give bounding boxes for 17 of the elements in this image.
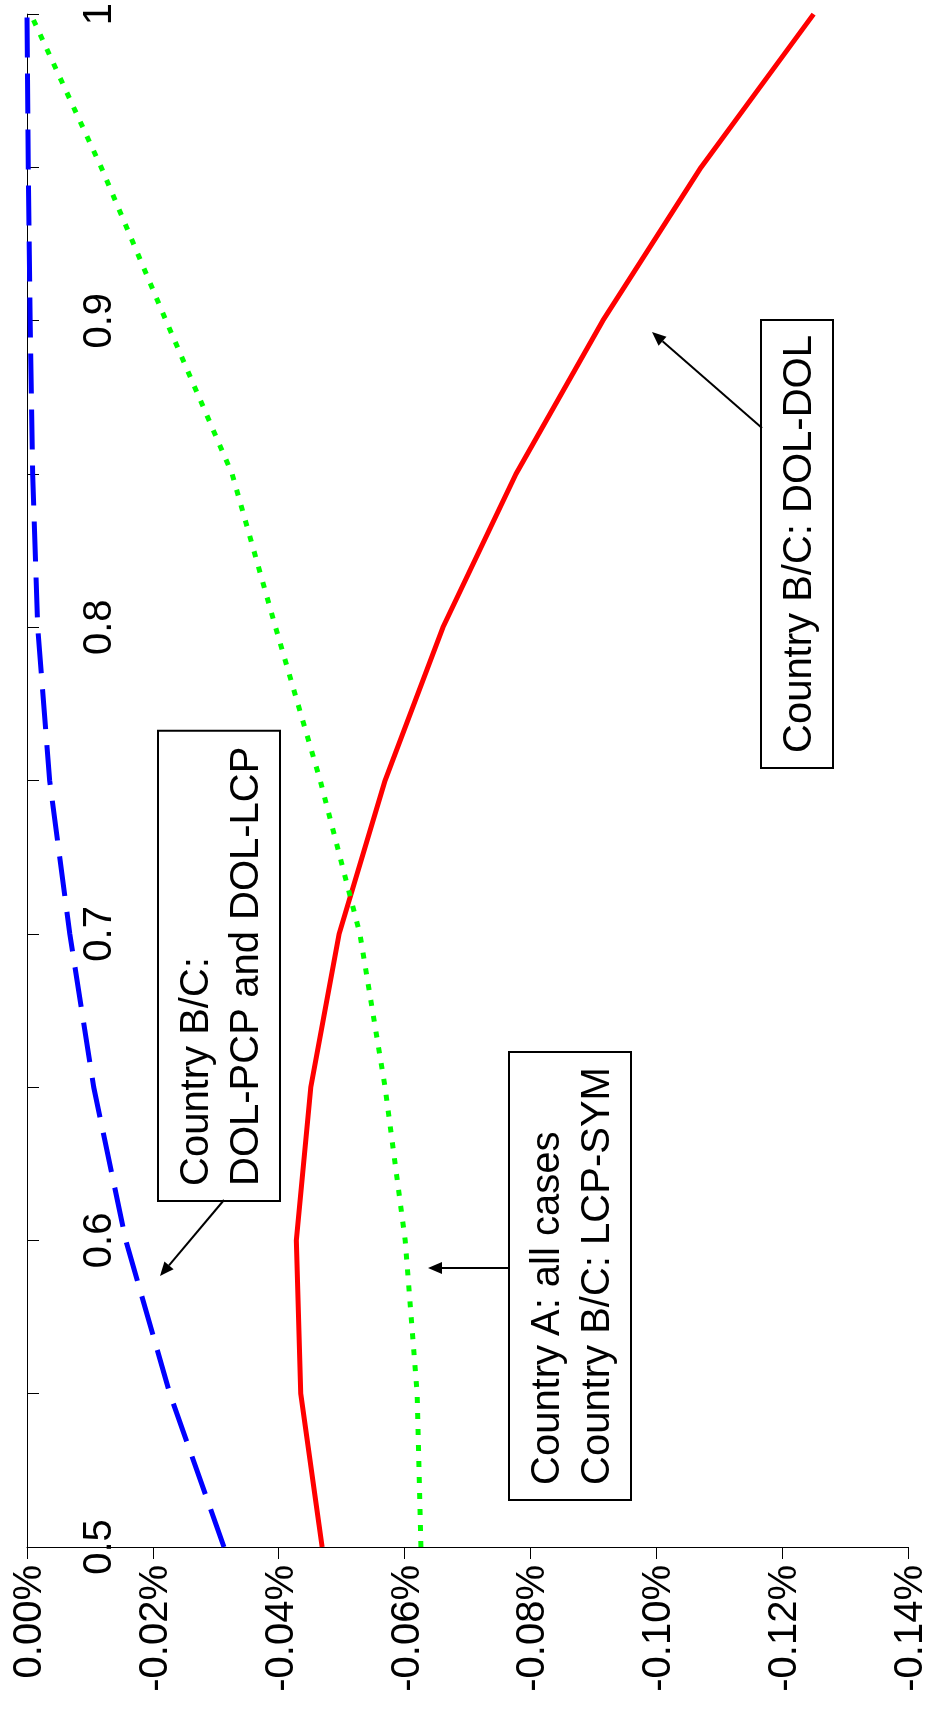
y-tick-label: 0.8	[75, 599, 119, 656]
y-tick-label: 0.6	[75, 1212, 119, 1269]
x-tick-label: -0.06%	[382, 1565, 427, 1692]
annotation: Country B/C: DOL-PCP and DOL-LCP	[172, 746, 266, 1186]
y-tick-label: 0.7	[75, 906, 119, 962]
x-tick-label: -0.14%	[886, 1565, 929, 1692]
annotation: Country B/C: DOL-DOL	[775, 335, 819, 753]
y-tick-label: 0.9	[75, 292, 119, 349]
x-tick-label: -0.04%	[256, 1565, 301, 1692]
x-tick-label: -0.02%	[130, 1565, 175, 1692]
x-tick-label: -0.08%	[508, 1565, 553, 1692]
x-tick-label: -0.12%	[760, 1565, 805, 1692]
x-tick-label: 0.00%	[5, 1565, 49, 1679]
y-tick-label: 1	[75, 3, 119, 26]
y-tick-label: 0.5	[75, 1519, 119, 1575]
annotation: Country A: all cases Country B/C: LCP-SYM	[523, 1067, 617, 1485]
x-tick-label: -0.10%	[634, 1565, 679, 1692]
